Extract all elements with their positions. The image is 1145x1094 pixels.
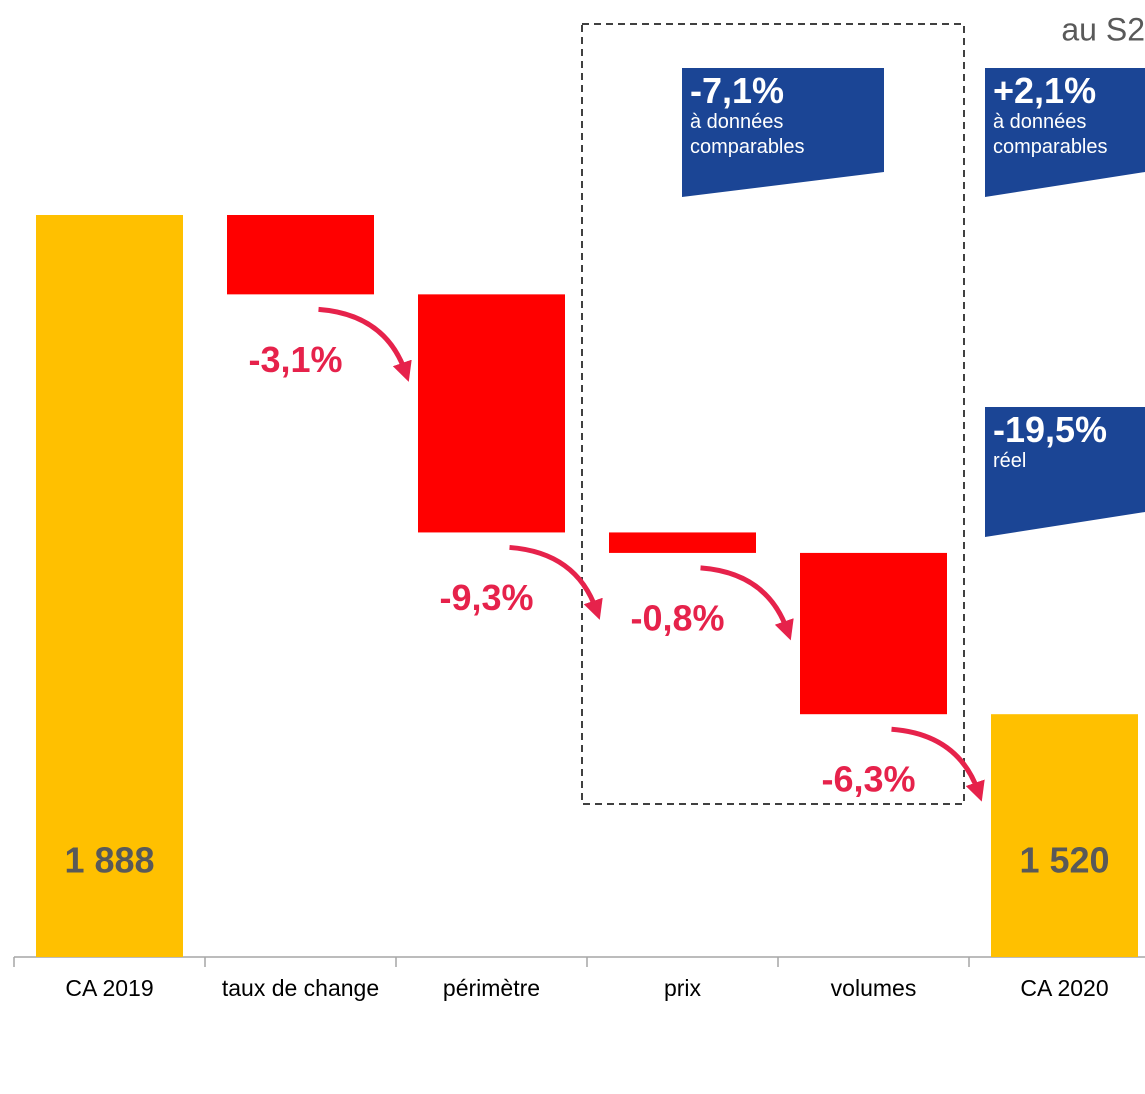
- annotation-box: [985, 407, 1145, 537]
- x-tick-label: volumes: [830, 975, 917, 1001]
- step-bar: [418, 294, 565, 533]
- step-arrow: [318, 306, 412, 382]
- x-tick-label: CA 2020: [1020, 975, 1109, 1001]
- x-tick-label: volumes: [830, 975, 917, 1001]
- step-bar: [227, 215, 374, 295]
- total-label: 1 888: [64, 840, 154, 881]
- annotation-value: +2,1%: [993, 72, 1097, 111]
- step-bar: [800, 552, 947, 715]
- subtitle: au S2: [1061, 11, 1145, 47]
- annotation-value: -19,5%: [993, 411, 1108, 450]
- x-tick-label: prix: [663, 975, 702, 1001]
- annotation-note: réel: [993, 450, 1027, 472]
- annotation-text: -19,5%réel: [993, 411, 1108, 472]
- annotation-box: [682, 68, 884, 197]
- annotation-text: -7,1%à données comparables: [690, 72, 805, 158]
- step-arrow: [700, 565, 794, 641]
- x-tick-label: CA 2020: [1020, 975, 1109, 1001]
- step-label: -6,3%: [821, 759, 915, 800]
- x-tick-label: CA 2019: [65, 975, 154, 1001]
- step-arrow: [509, 544, 603, 620]
- x-tick-label: taux de change: [221, 975, 380, 1001]
- annotation-value: -7,1%: [690, 72, 785, 111]
- annotation-box: [985, 68, 1145, 197]
- annotation-note: à données comparables: [993, 111, 1108, 158]
- x-tick-label: taux de change: [221, 975, 380, 1001]
- total-label: 1 520: [1019, 840, 1109, 881]
- step-bar: [609, 532, 756, 553]
- x-tick-label: périmètre: [442, 975, 541, 1001]
- annotation-note: à données comparables: [690, 111, 805, 158]
- total-bar: [36, 215, 183, 957]
- step-label: -3,1%: [248, 339, 342, 380]
- total-bar: [991, 714, 1138, 957]
- x-tick-label: périmètre: [442, 975, 541, 1001]
- annotation-text: +2,1%à données comparables: [993, 72, 1108, 158]
- step-label: -9,3%: [439, 577, 533, 618]
- x-tick-label: prix: [663, 975, 702, 1001]
- step-arrow: [891, 726, 985, 802]
- highlight-box: [581, 23, 965, 805]
- x-tick-label: CA 2019: [65, 975, 154, 1001]
- step-label: -0,8%: [630, 597, 724, 638]
